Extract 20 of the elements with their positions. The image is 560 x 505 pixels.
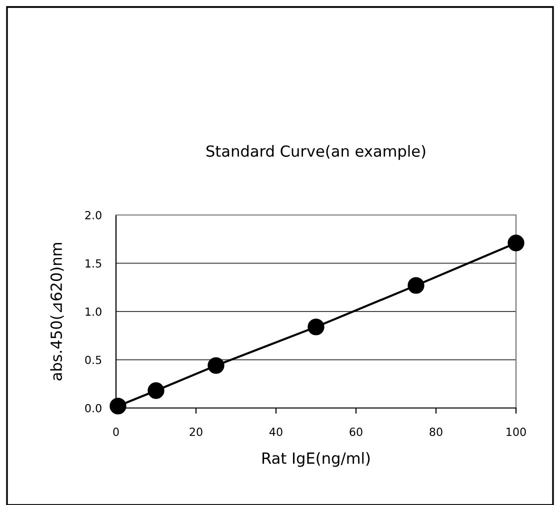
x-tick-label: 40 (269, 428, 282, 436)
y-tick-label: 2.0 (85, 210, 102, 220)
point (208, 357, 224, 374)
point (308, 318, 324, 336)
y-axis-title: abs.450(⊿620)nm (50, 243, 64, 380)
x-tick-label: 60 (350, 428, 362, 436)
y-tick-label: 0.5 (85, 356, 102, 364)
x-tick-label: 100 (506, 428, 526, 436)
point (148, 382, 164, 399)
y-tick-label: 1.5 (86, 259, 102, 268)
x-axis-title: Rat IgE(ng/ml) (262, 452, 370, 467)
point (508, 234, 524, 252)
chart-title: Standard Curve(an example) (206, 145, 426, 160)
point (408, 277, 424, 294)
x-tick-label: 80 (430, 428, 442, 436)
y-tick-label: 1.0 (86, 307, 102, 316)
y-tick-label: 0.0 (85, 404, 102, 412)
x-tick-label: 20 (190, 428, 202, 436)
point (110, 398, 126, 414)
x-tick-label: 0 (113, 428, 119, 436)
